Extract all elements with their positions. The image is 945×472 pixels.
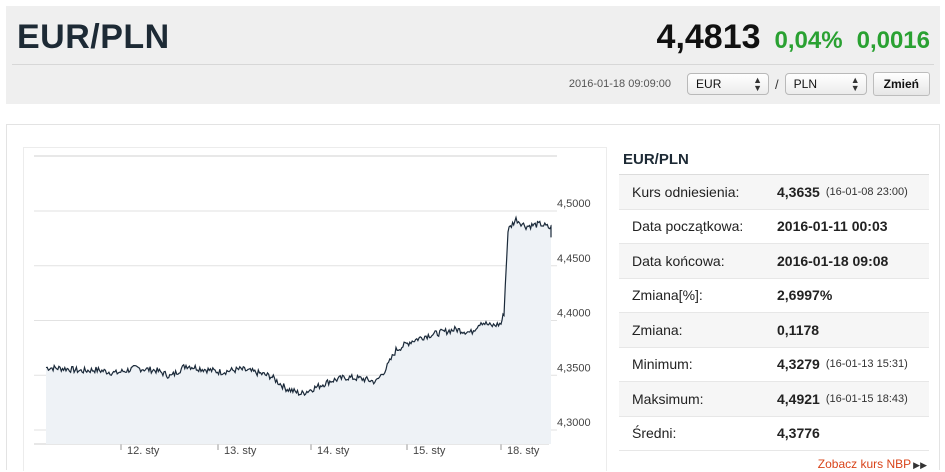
stat-note: (16-01-15 18:43) [825,392,908,405]
y-tick-label: 4,4500 [557,253,591,265]
select-arrows-icon: ▲ ▼ [753,75,763,93]
stat-note: (16-01-13 15:31) [825,358,908,371]
x-tick-label: 13. sty [224,445,257,457]
rate-summary: 4,4813 0,04% 0,0016 [657,18,930,57]
x-tick-label: 14. sty [317,445,350,457]
quote-currency-value: PLN [793,77,817,91]
stat-value: 2016-01-11 00:03 [777,218,888,235]
rate-chart[interactable]: 4,5000 4,4500 4,4000 4,3500 4,3000 12. sty 13.… [23,147,607,471]
stat-value: 0,1178 [777,321,820,338]
stat-row: Minimum: 4,3279 (16-01-13 15:31) [619,348,929,382]
stat-note: (16-01-08 23:00) [825,185,908,198]
stat-row: Data końcowa: 2016-01-18 09:08 [619,244,929,279]
stat-row: Średni: 4,3776 [619,417,929,451]
stat-label: Maksimum: [632,390,704,407]
stat-value: 2,6997% [777,287,833,304]
header-divider [12,64,934,65]
x-tick-label: 12. sty [127,445,160,457]
x-tick-label: 15. sty [413,445,446,457]
y-tick-label: 4,5000 [557,198,591,210]
currency-toolbar: 2016-01-18 09:09:00 EUR ▲ ▼ / PLN ▲ ▼ Zmie… [569,72,930,96]
stat-value: 4,4921 [777,390,820,407]
stat-row: Kurs odniesienia: 4,3635 (16-01-08 23:00) [619,175,929,210]
quote-currency-select[interactable]: PLN ▲ ▼ [784,73,867,95]
current-rate: 4,4813 [656,18,761,56]
y-tick-label: 4,4000 [557,308,591,320]
stat-value: 2016-01-18 09:08 [777,252,889,269]
x-tick-label: 18. sty [507,445,540,457]
base-currency-value: EUR [696,77,722,91]
series-area [46,217,551,444]
pair-title: EUR/PLN [17,18,170,56]
nbp-link-label: Zobacz kurs NBP [817,457,912,471]
stats-table: EUR/PLN Kurs odniesienia: 4,3635 (16-01-08… [619,147,929,451]
chart-panel: 4,5000 4,4500 4,4000 4,3500 4,3000 12. sty 13.… [6,124,940,471]
stats-rows: Kurs odniesienia: 4,3635 (16-01-08 23:00) D… [619,175,929,451]
stat-label: Zmiana[%]: [632,287,703,304]
select-arrows-icon: ▲ ▼ [850,75,860,93]
stat-value: 4,3279 [777,356,820,373]
stat-label: Kurs odniesienia: [632,183,740,200]
y-tick-label: 4,3000 [557,417,591,429]
stat-label: Średni: [632,425,677,442]
stat-label: Minimum: [632,356,693,373]
stat-label: Zmiana: [632,321,683,338]
change-button[interactable]: Zmień [872,72,930,96]
stat-row: Data początkowa: 2016-01-11 00:03 [619,210,929,244]
quote-header: EUR/PLN 4,4813 0,04% 0,0016 2016-01-18 0… [6,6,940,104]
nbp-rate-link[interactable]: Zobacz kurs NBP ▶▶ [818,457,927,471]
currency-separator: / [775,76,779,92]
base-currency-select[interactable]: EUR ▲ ▼ [687,73,770,95]
series-line [45,215,552,397]
stat-label: Data początkowa: [632,218,744,235]
stat-value: 4,3776 [777,425,820,442]
stat-row: Zmiana[%]: 2,6997% [619,279,929,313]
change-percent: 0,04% [774,27,843,54]
stat-value: 4,3635 [777,183,820,200]
stat-row: Maksimum: 4,4921 (16-01-15 18:43) [619,382,929,417]
quote-timestamp: 2016-01-18 09:09:00 [568,78,672,90]
double-arrow-icon: ▶▶ [913,460,927,470]
change-absolute: 0,0016 [856,27,930,54]
stat-label: Data końcowa: [632,252,725,269]
y-tick-label: 4,3500 [557,362,591,374]
stats-title: EUR/PLN [619,147,929,175]
line-chart[interactable]: 4,5000 4,4500 4,4000 4,3500 4,3000 12. sty 13.… [24,148,608,472]
stat-row: Zmiana: 0,1178 [619,313,929,348]
